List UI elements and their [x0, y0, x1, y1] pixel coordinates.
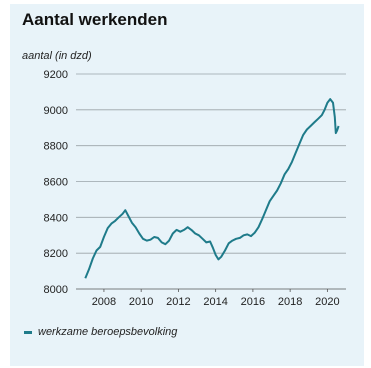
legend: werkzame beroepsbevolking: [24, 326, 177, 338]
legend-label: werkzame beroepsbevolking: [38, 326, 178, 338]
y-tick-labels: 8000 8200 8400 8600 8800 9000 9200: [44, 69, 68, 296]
y-tick-label: 8800: [44, 141, 68, 153]
x-tick-labels: 2008 2010 2012 2014 2016 2018 2020: [92, 289, 340, 308]
legend-swatch: [24, 330, 32, 334]
chart-panel: [10, 4, 364, 366]
y-axis-label: aantal (in dzd): [22, 50, 92, 62]
y-tick-label: 8600: [44, 177, 68, 189]
y-tick-label: 8000: [44, 284, 68, 296]
x-tick-label: 2016: [241, 296, 265, 308]
chart-title: Aantal werkenden: [22, 10, 168, 29]
x-tick-label: 2014: [203, 296, 227, 308]
x-tick-label: 2020: [315, 296, 339, 308]
y-tick-label: 8400: [44, 212, 68, 224]
y-tick-label: 8200: [44, 248, 68, 260]
x-tick-label: 2018: [278, 296, 302, 308]
x-tick-label: 2008: [92, 296, 116, 308]
series-line: [84, 98, 340, 279]
x-tick-label: 2010: [129, 296, 153, 308]
gridlines: [76, 73, 346, 290]
series-lines: [84, 98, 340, 279]
x-tick-label: 2012: [166, 296, 190, 308]
y-tick-label: 9200: [44, 69, 68, 81]
y-tick-label: 9000: [44, 105, 68, 117]
